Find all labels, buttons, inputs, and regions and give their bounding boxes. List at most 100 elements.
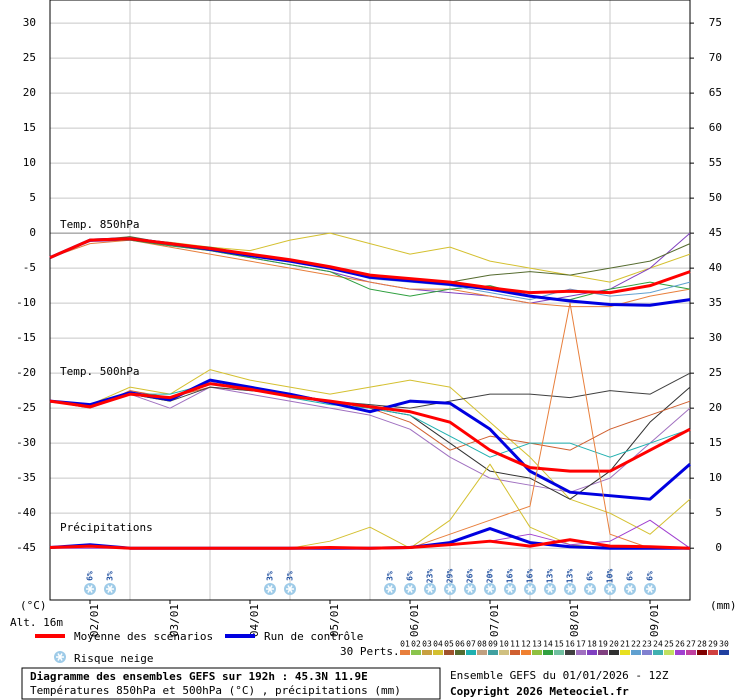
y-tick-label: 25 xyxy=(23,51,36,64)
snow-risk-label: 6% xyxy=(86,571,95,581)
snow-risk-label: 3% xyxy=(266,571,275,581)
y-axis-label: (°C) xyxy=(20,599,47,612)
perturbation-number: 30 xyxy=(719,640,729,649)
perturbation-swatch xyxy=(664,650,674,655)
snow-risk-label: 26% xyxy=(466,569,475,584)
perturbation-number: 04 xyxy=(433,640,443,649)
chart-title: Diagramme des ensembles GEFS sur 192h : … xyxy=(30,670,368,683)
y-tick-label: -45 xyxy=(16,541,36,554)
snowflake xyxy=(444,583,456,595)
snow-risk-label: 3% xyxy=(386,571,395,581)
main-line xyxy=(49,538,691,550)
member-line xyxy=(49,386,691,493)
snow-risk-label: 6% xyxy=(626,571,635,581)
x-tick-label: 07/01 xyxy=(488,604,501,637)
y2-axis-label: (mm) xyxy=(710,599,737,612)
perturbation-swatch xyxy=(466,650,476,655)
perturbation-number: 17 xyxy=(576,640,586,649)
perturbation-number: 23 xyxy=(642,640,652,649)
snowflake-ray xyxy=(607,585,613,593)
perturbation-number: 16 xyxy=(565,640,575,649)
snowflake xyxy=(264,583,276,595)
snowflake xyxy=(564,583,576,595)
perturbation-number: 24 xyxy=(653,640,663,649)
snowflake-ray xyxy=(527,585,533,593)
perturbation-number: 11 xyxy=(510,640,520,649)
snowflake-ray xyxy=(507,585,513,593)
perturbation-number: 12 xyxy=(521,640,531,649)
y2-tick-label: 60 xyxy=(709,121,722,134)
perturbation-number: 03 xyxy=(422,640,432,649)
snowflake-ray xyxy=(647,585,653,593)
group-label: Temp. 500hPa xyxy=(60,365,139,378)
perturbation-number: 27 xyxy=(686,640,696,649)
perturbation-number: 01 xyxy=(400,640,410,649)
y2-tick-label: 35 xyxy=(709,296,722,309)
copyright: Copyright 2026 Meteociel.fr xyxy=(450,685,629,698)
y2-tick-label: 75 xyxy=(709,16,722,29)
perturbation-number: 13 xyxy=(532,640,542,649)
y-tick-label: 20 xyxy=(23,86,36,99)
snowflake xyxy=(464,583,476,595)
snowflake-ray xyxy=(407,585,413,593)
perturbation-swatch xyxy=(675,650,685,655)
snowflake-ray xyxy=(267,585,273,593)
x-tick-label: 04/01 xyxy=(248,604,261,637)
snowflake-ray xyxy=(427,585,433,593)
perturbation-swatch xyxy=(708,650,718,655)
y-tick-label: 0 xyxy=(29,226,36,239)
perturbation-swatch xyxy=(422,650,432,655)
snow-risk-label: 3% xyxy=(106,571,115,581)
perturbation-number: 22 xyxy=(631,640,641,649)
y2-tick-label: 55 xyxy=(709,156,722,169)
perturbation-swatch xyxy=(587,650,597,655)
snow-risk-label: 23% xyxy=(426,569,435,584)
snow-risk-label: 13% xyxy=(566,569,575,584)
snowflake-ray xyxy=(447,585,453,593)
y2-tick-label: 0 xyxy=(715,541,722,554)
perturbation-swatch xyxy=(642,650,652,655)
snowflake xyxy=(504,583,516,595)
perturbation-swatch xyxy=(697,650,707,655)
snow-risk-label: 3% xyxy=(286,571,295,581)
legend-label: Risque neige xyxy=(74,652,153,665)
snowflake-ray xyxy=(487,585,493,593)
perturbation-swatch xyxy=(598,650,608,655)
perturbation-number: 07 xyxy=(466,640,476,649)
snow-risk-label: 20% xyxy=(486,569,495,584)
perturbation-swatch xyxy=(532,650,542,655)
info-box xyxy=(21,667,441,700)
y-tick-label: -30 xyxy=(16,436,36,449)
perturbation-number: 28 xyxy=(697,640,707,649)
snowflake-ray xyxy=(287,585,293,593)
y-tick-label: -5 xyxy=(23,261,36,274)
snow-risk-label: 10% xyxy=(606,569,615,584)
main-line xyxy=(49,382,691,473)
snow-risk-label: 16% xyxy=(506,569,515,584)
perturbation-swatch xyxy=(455,650,465,655)
snowflake xyxy=(544,583,556,595)
snow-risk-label: 6% xyxy=(406,571,415,581)
snowflake xyxy=(624,583,636,595)
snowflake xyxy=(584,583,596,595)
y-tick-label: -40 xyxy=(16,506,36,519)
group-label: Précipitations xyxy=(60,521,153,534)
perturbation-number: 20 xyxy=(609,640,619,649)
y2-tick-label: 45 xyxy=(709,226,722,239)
perturbation-number: 14 xyxy=(543,640,553,649)
perturbation-swatch xyxy=(620,650,630,655)
y2-tick-label: 50 xyxy=(709,191,722,204)
perturbation-number: 29 xyxy=(708,640,718,649)
snow-risk-label: 13% xyxy=(546,569,555,584)
perturbation-swatch xyxy=(488,650,498,655)
perturbation-swatch xyxy=(543,650,553,655)
snowflake xyxy=(424,583,436,595)
snowflake-ray xyxy=(587,585,593,593)
y2-tick-label: 65 xyxy=(709,86,722,99)
x-tick-label: 02/01 xyxy=(88,604,101,637)
y2-tick-label: 40 xyxy=(709,261,722,274)
chart-subtitle: Températures 850hPa et 500hPa (°C) , pré… xyxy=(30,684,401,697)
snow-risk-label: 6% xyxy=(646,571,655,581)
snowflake-ray xyxy=(87,585,93,593)
